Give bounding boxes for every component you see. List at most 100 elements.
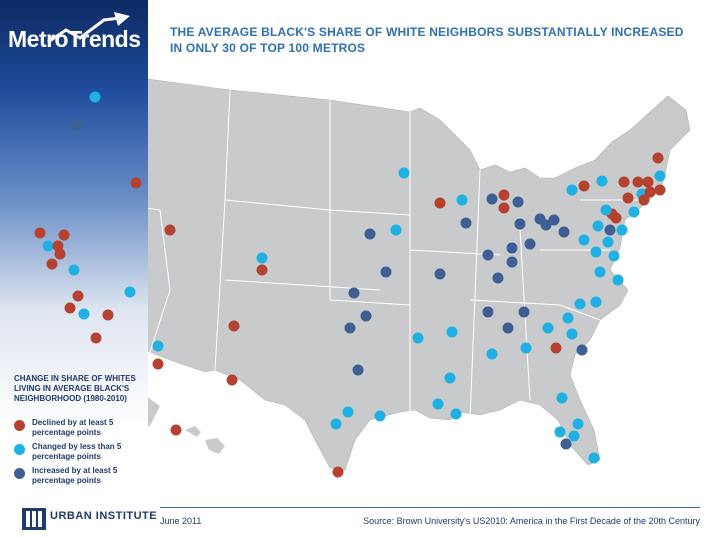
metro-dot-increased [348,287,360,299]
sidebar-panel [0,0,148,502]
metro-dot-declined [46,258,58,270]
metro-dot-increased [434,268,446,280]
metro-dot-changed-less [574,298,586,310]
metro-dot-declined [632,176,644,188]
trend-arrow-icon [47,12,130,44]
metro-dot-declined [638,194,650,206]
metro-dot-increased [486,193,498,205]
metro-dot-declined [64,302,76,314]
metro-dot-changed-less [398,167,410,179]
metro-dot-declined [130,177,142,189]
legend-label-declined: Declined by at least 5 percentage points [32,418,114,437]
metro-dot-changed-less [608,250,620,262]
metro-dot-changed-less [612,274,624,286]
metro-dot-changed-less [152,340,164,352]
metro-dot-declined [550,342,562,354]
metro-dot-changed-less [572,418,584,430]
legend-label-changed-less: Changed by less than 5 percentage points [32,442,122,461]
legend-swatch-increased [14,468,25,479]
metro-dot-changed-less [566,184,578,196]
metro-dot-increased [492,272,504,284]
metro-dot-increased [512,196,524,208]
metro-dot-changed-less [89,91,101,103]
metro-dot-changed-less [456,194,468,206]
metro-dot-increased [518,306,530,318]
metro-dot-declined [226,374,238,386]
metro-dot-increased [344,322,356,334]
metro-dot-changed-less [566,328,578,340]
metro-dot-changed-less [592,220,604,232]
metro-dot-increased [502,322,514,334]
metro-dot-changed-less [432,398,444,410]
hawaii-shape [185,426,225,454]
metro-dot-declined [34,227,46,239]
metro-dot-changed-less [602,236,614,248]
metro-dot-declined [434,197,446,209]
org-name: URBAN INSTITUTE [50,510,158,522]
metro-dot-increased [460,217,472,229]
metro-dot-increased [482,249,494,261]
urban-institute-logo-icon [22,508,46,530]
metro-dot-increased [514,218,526,230]
metro-dot-declined [152,358,164,370]
metro-dot-increased [506,242,518,254]
metro-dot-declined [652,152,664,164]
metro-dot-declined [72,290,84,302]
metro-dot-declined [642,176,654,188]
metro-dot-declined [102,309,114,321]
footer-divider [160,507,700,508]
metro-dot-changed-less [590,246,602,258]
metro-dot-changed-less [444,372,456,384]
metro-dot-declined [164,224,176,236]
metro-dot-changed-less [42,240,54,252]
metro-dot-changed-less [330,418,342,430]
footer-source: Source: Brown University's US2010: Ameri… [363,516,700,526]
metro-dot-changed-less [588,452,600,464]
legend-title: CHANGE IN SHARE OF WHITES LIVING IN AVER… [14,374,136,403]
metro-dot-declined [498,189,510,201]
metro-dot-declined [622,192,634,204]
metro-dot-changed-less [568,430,580,442]
metro-dot-declined [618,176,630,188]
metro-dot-changed-less [374,410,386,422]
metro-dot-changed-less [446,326,458,338]
metro-dot-declined [256,264,268,276]
metro-dot-changed-less [590,296,602,308]
metro-dot-changed-less [256,252,268,264]
metro-dot-changed-less [450,408,462,420]
metro-dot-increased [71,119,83,131]
metro-dot-changed-less [562,312,574,324]
legend-label-increased: Increased by at least 5 percentage point… [32,466,118,485]
metro-dot-changed-less [578,234,590,246]
metro-dot-changed-less [342,406,354,418]
metro-dot-declined [332,466,344,478]
metro-dot-increased [604,224,616,236]
page-title: THE AVERAGE BLACK'S SHARE OF WHITE NEIGH… [170,25,684,55]
metro-dot-declined [90,332,102,344]
metro-dot-changed-less [554,426,566,438]
metro-dot-changed-less [542,322,554,334]
metro-dot-changed-less [78,308,90,320]
metro-dot-increased [364,228,376,240]
legend-swatch-changed-less [14,444,25,455]
metro-dot-increased [548,214,560,226]
metro-dot-increased [352,364,364,376]
metro-dot-declined [498,202,510,214]
metro-dot-changed-less [616,224,628,236]
metro-dot-changed-less [594,266,606,278]
metro-dot-changed-less [600,204,612,216]
metro-dot-changed-less [412,332,424,344]
metro-dot-increased [380,266,392,278]
metro-dot-changed-less [390,224,402,236]
metro-dot-declined [610,212,622,224]
metro-dot-increased [576,344,588,356]
metro-dot-increased [506,256,518,268]
metro-dot-changed-less [124,286,136,298]
metro-dot-increased [560,438,572,450]
metro-dot-declined [644,186,656,198]
footer-date: June 2011 [160,516,202,526]
metro-dot-changed-less [596,175,608,187]
metro-dot-declined [654,184,666,196]
metro-dot-changed-less [628,206,640,218]
metro-dot-changed-less [486,348,498,360]
